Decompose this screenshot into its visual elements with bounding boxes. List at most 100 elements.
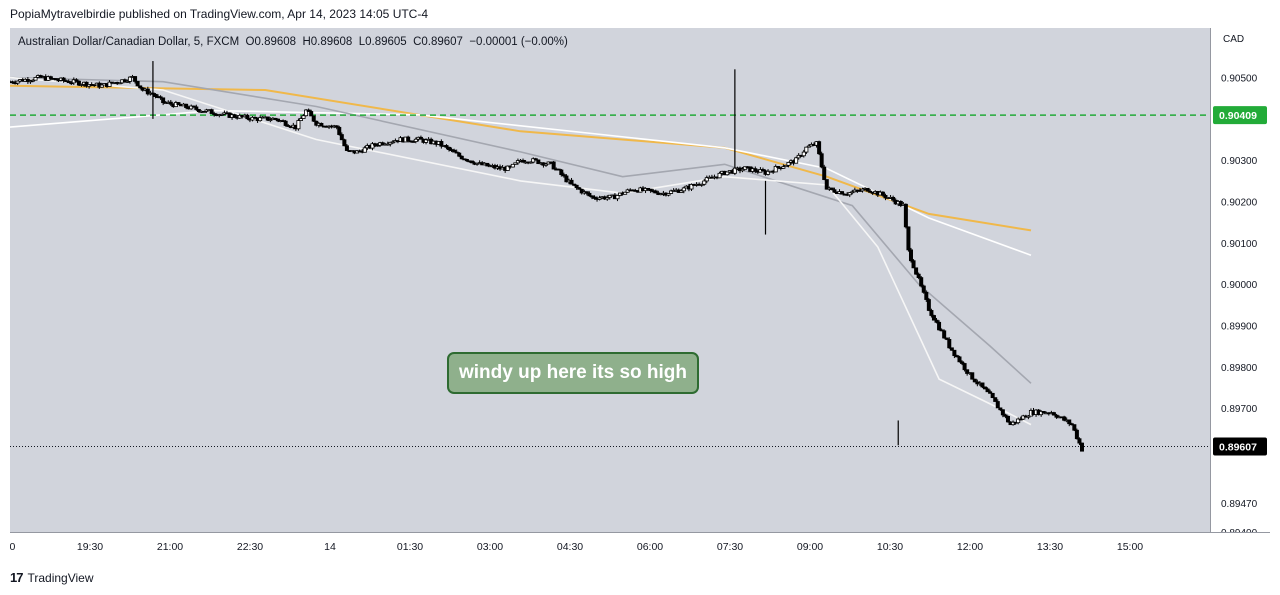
candle [457, 151, 462, 158]
candle [903, 203, 908, 229]
candle [577, 186, 582, 190]
candle-body [903, 203, 908, 228]
candle-body [564, 175, 569, 183]
candle [30, 79, 35, 83]
last-price-tag-bg [1213, 437, 1267, 456]
candle-body [298, 118, 303, 121]
ohlc-open: O0.89608 [245, 36, 297, 48]
candle-body [832, 189, 837, 193]
candle [1054, 413, 1059, 419]
publish-info: PopiaMytravelbirdie published on Trading… [10, 7, 429, 21]
candle-body [960, 361, 965, 364]
time-tick-label: 09:00 [797, 541, 823, 553]
candle [908, 247, 913, 263]
candle [311, 115, 316, 122]
candle [444, 144, 449, 150]
candle [972, 378, 977, 383]
chart-annotation[interactable]: windy up here its so high [447, 352, 700, 394]
candle-body [176, 102, 181, 105]
candle-body [196, 109, 201, 113]
candle-body [911, 260, 916, 269]
candle [898, 200, 903, 208]
candle [929, 308, 934, 318]
candle-body [681, 187, 686, 192]
candle [268, 117, 273, 123]
candle-body [898, 201, 903, 206]
candle-body [850, 191, 855, 194]
ma-line-2 [10, 109, 1032, 256]
candle-body [819, 153, 824, 168]
candle [296, 118, 301, 131]
price-tick-label: 0.89400 [1221, 528, 1258, 532]
candle-body [79, 84, 84, 86]
candle [536, 159, 541, 165]
candle-body [1062, 416, 1067, 421]
candle [469, 160, 474, 164]
candle-body [76, 80, 81, 86]
candle [61, 76, 66, 83]
candle-body [847, 192, 852, 196]
candle [740, 166, 745, 173]
candle [914, 267, 919, 275]
candle-body [1072, 424, 1077, 431]
currency-label: CAD [1223, 34, 1244, 45]
candle [1018, 416, 1023, 421]
candle [957, 355, 962, 363]
time-axis-labels: :00 19:30 21:00 22:30 14 01:30 03:00 04:30 06:00… [10, 541, 1143, 553]
chart-area[interactable]: Australian Dollar/Canadian Dollar, 5, FX… [10, 28, 1210, 532]
candle [702, 178, 707, 186]
candle [309, 109, 314, 117]
candle-body [296, 120, 301, 130]
candle [521, 158, 526, 163]
candle [464, 158, 469, 163]
candle-body [544, 163, 549, 166]
candle [587, 191, 592, 197]
candle [209, 108, 214, 114]
time-tick-label: 14 [324, 541, 336, 553]
candle [196, 109, 201, 113]
candle-body [944, 337, 949, 340]
candle [766, 169, 771, 176]
time-axis[interactable]: :00 19:30 21:00 22:30 14 01:30 03:00 04:30 06:00… [10, 532, 1270, 561]
candle-body [191, 105, 196, 108]
candle-body [53, 78, 58, 81]
candle-body [776, 166, 781, 168]
candle-body [561, 174, 566, 177]
candle [605, 195, 610, 201]
candle [865, 187, 870, 192]
candle-body [689, 184, 694, 190]
candle [1074, 428, 1079, 440]
time-tick-label: 01:30 [397, 541, 423, 553]
ohlc-low: L0.89605 [358, 36, 407, 48]
candle-body [817, 141, 822, 155]
candle [485, 162, 490, 167]
candle [447, 146, 452, 152]
candle [184, 103, 189, 110]
candle [337, 125, 342, 136]
candle-body [158, 96, 163, 99]
ohlc-close: C0.89607 [413, 36, 463, 48]
candle-body [1069, 423, 1074, 426]
candle-body [33, 77, 38, 81]
candle [344, 144, 349, 152]
candle [949, 347, 954, 351]
candle [135, 80, 140, 87]
candle [161, 97, 166, 106]
candle [916, 272, 921, 280]
candle-body [459, 155, 464, 160]
candle [924, 290, 929, 302]
candle [906, 226, 911, 252]
candle [334, 125, 339, 130]
candle [76, 80, 81, 86]
price-chart[interactable] [10, 28, 1210, 532]
candle-body [952, 349, 957, 357]
candle-body [702, 180, 707, 185]
time-tick-label: 15:00 [1117, 541, 1143, 553]
candle-body [916, 273, 921, 278]
price-axis[interactable]: CAD 0.90500 0.90300 0.90200 0.90100 0.90000 0.… [1210, 28, 1271, 532]
candle [990, 392, 995, 399]
candle [822, 164, 827, 181]
candle [145, 86, 150, 96]
candle-body [949, 347, 954, 351]
candle-body [505, 165, 510, 171]
